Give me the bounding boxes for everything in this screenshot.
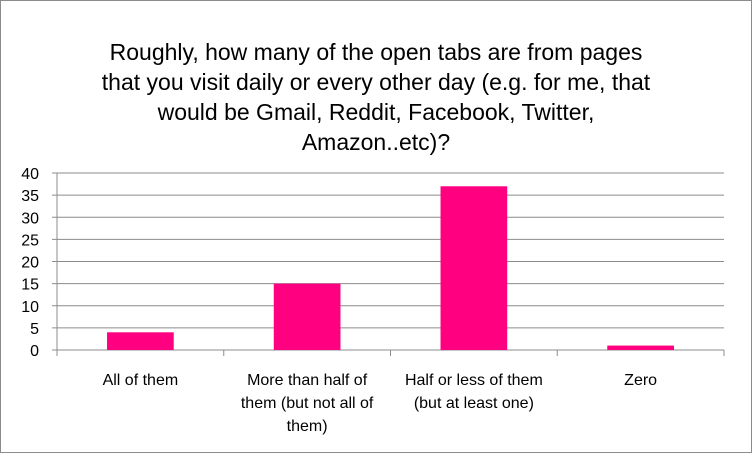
x-category-label: them (but not all of: [241, 395, 374, 412]
chart-title-line: that you visit daily or every other day …: [102, 69, 651, 95]
chart-title-line: would be Gmail, Reddit, Facebook, Twitte…: [157, 99, 595, 125]
y-tick-label: 15: [21, 277, 39, 294]
bars: [107, 186, 674, 350]
gridlines: [52, 172, 724, 351]
chart-title-line: Amazon..etc)?: [302, 129, 450, 155]
axes: [56, 173, 725, 356]
y-tick-label: 25: [21, 232, 39, 249]
y-tick-label: 35: [21, 188, 39, 205]
x-axis-category-labels: All of them More than half of them (but no…: [103, 372, 658, 435]
chart-title-line: Roughly, how many of the open tabs are f…: [110, 39, 643, 65]
x-category-label: More than half of: [247, 372, 368, 389]
x-category-label: All of them: [103, 372, 179, 389]
x-category-label: Half or less of them: [405, 372, 543, 389]
y-tick-label: 0: [30, 343, 39, 360]
bar: [273, 283, 341, 350]
bar: [440, 186, 508, 350]
y-tick-label: 20: [21, 255, 39, 272]
y-tick-label: 5: [30, 321, 39, 338]
x-category-label: (but at least one): [414, 395, 534, 412]
bar: [607, 345, 674, 350]
y-tick-label: 10: [21, 299, 39, 316]
y-tick-label: 30: [21, 210, 39, 227]
x-category-label: Zero: [624, 372, 657, 389]
x-category-label: them): [287, 418, 328, 435]
bar: [107, 332, 174, 350]
chart-title: Roughly, how many of the open tabs are f…: [102, 39, 651, 155]
y-axis-tick-labels: 0 5 10 15 20 25 30 35 40: [21, 166, 39, 360]
y-tick-label: 40: [21, 166, 39, 183]
